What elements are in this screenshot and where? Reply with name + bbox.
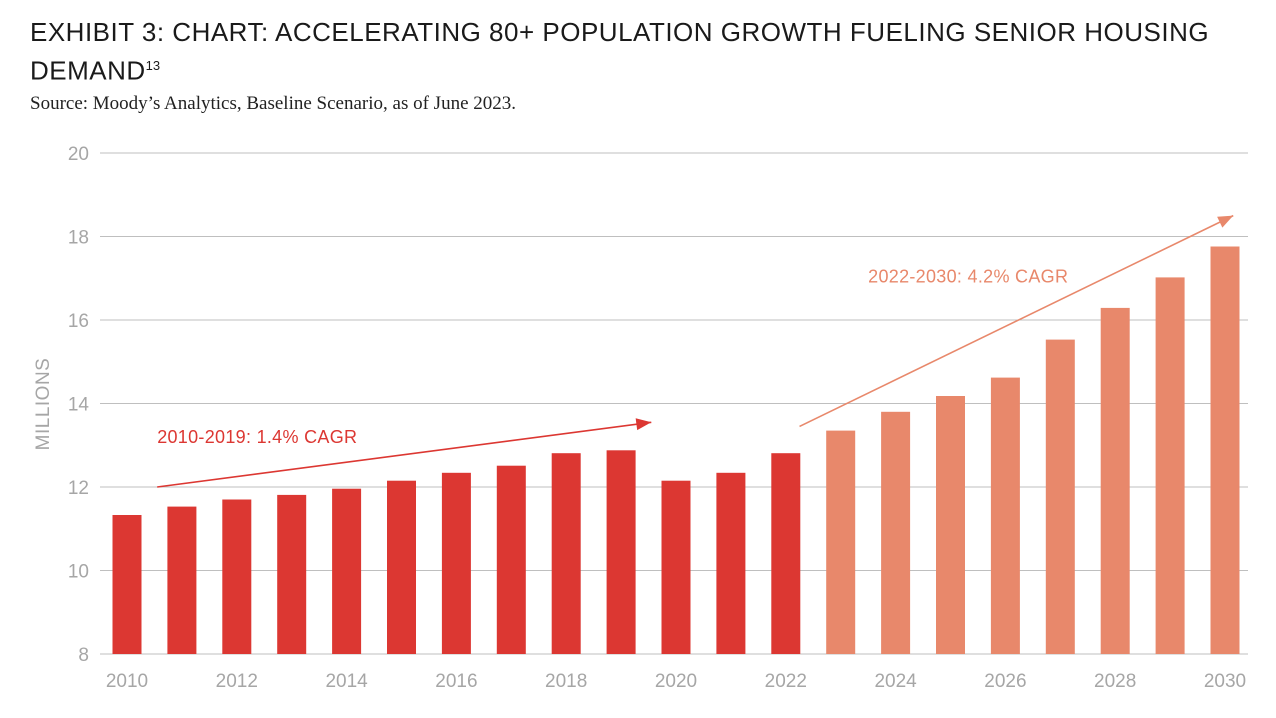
y-tick-label: 20 (68, 144, 89, 165)
bar-2010 (113, 515, 142, 654)
bar-2018 (552, 453, 581, 654)
y-tick-label: 10 (68, 562, 89, 583)
y-tick-label: 12 (68, 478, 89, 499)
cagr-label: 2010-2019: 1.4% CAGR (157, 427, 357, 447)
bar-2013 (277, 495, 306, 654)
x-tick-label: 2022 (765, 671, 807, 692)
x-tick-label: 2016 (435, 671, 477, 692)
bar-2016 (442, 473, 471, 654)
x-tick-label: 2018 (545, 671, 587, 692)
bar-2014 (332, 489, 361, 654)
bars (113, 247, 1240, 655)
bar-2022 (771, 453, 800, 654)
y-tick-label: 18 (68, 228, 89, 249)
x-tick-label: 2026 (984, 671, 1026, 692)
bar-2026 (991, 378, 1020, 654)
bar-2029 (1156, 277, 1185, 654)
y-tick-label: 14 (68, 395, 90, 416)
bar-2025 (936, 396, 965, 654)
x-tick-label: 2030 (1204, 671, 1246, 692)
x-tick-label: 2024 (874, 671, 917, 692)
x-axis-ticks: 2010 2012 2014 2016 2018 2020 2022 2024 2026 2028… (106, 671, 1246, 692)
bar-chart: 8101214161820 2010 2012 2014 2016 2018 2020 20… (0, 0, 1276, 718)
y-tick-label: 8 (78, 645, 89, 666)
bar-2012 (222, 500, 251, 655)
bar-2030 (1211, 247, 1240, 655)
bar-2020 (662, 481, 691, 654)
cagr-arrow-head (636, 418, 652, 430)
y-axis-ticks: 8 10 12 14 16 18 20 (68, 144, 90, 666)
x-tick-label: 2014 (325, 671, 368, 692)
x-tick-label: 2012 (216, 671, 258, 692)
y-axis-label: MILLIONS (33, 358, 54, 451)
y-tick-label: 16 (68, 311, 89, 332)
x-tick-label: 2010 (106, 671, 148, 692)
bar-2023 (826, 431, 855, 654)
bar-2019 (607, 450, 636, 654)
bar-2017 (497, 466, 526, 654)
x-tick-label: 2020 (655, 671, 697, 692)
bar-2011 (167, 507, 196, 654)
bar-2024 (881, 412, 910, 654)
bar-2015 (387, 481, 416, 654)
bar-2028 (1101, 308, 1130, 654)
x-tick-label: 2028 (1094, 671, 1136, 692)
bar-2027 (1046, 340, 1075, 654)
bar-2021 (716, 473, 745, 654)
cagr-arrow-head (1217, 216, 1233, 228)
cagr-label: 2022-2030: 4.2% CAGR (868, 266, 1068, 286)
